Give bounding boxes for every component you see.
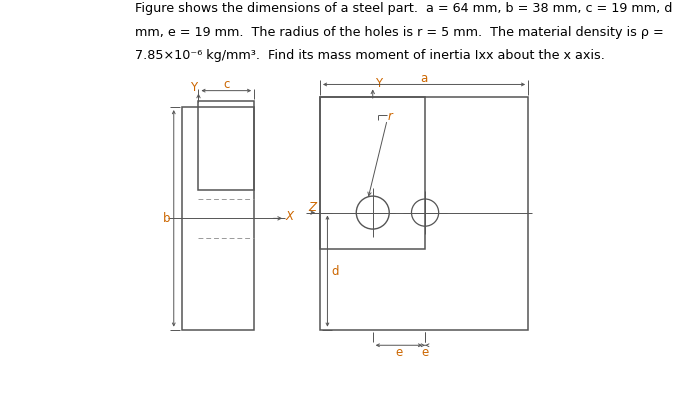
Text: a: a <box>421 72 427 85</box>
Text: b: b <box>163 212 170 225</box>
Text: mm, e = 19 mm.  The radius of the holes is r = 5 mm.  The material density is ρ : mm, e = 19 mm. The radius of the holes i… <box>135 26 664 39</box>
Bar <box>199 101 254 190</box>
Text: Y: Y <box>190 81 197 94</box>
Text: e: e <box>395 346 402 359</box>
Text: r: r <box>388 110 392 123</box>
Text: d: d <box>331 265 339 278</box>
Bar <box>320 97 425 249</box>
Text: e: e <box>421 346 429 359</box>
Bar <box>182 107 254 330</box>
Text: Y: Y <box>376 77 382 90</box>
Bar <box>320 97 528 330</box>
Text: Z: Z <box>309 201 316 214</box>
Text: Figure shows the dimensions of a steel part.  a = 64 mm, b = 38 mm, c = 19 mm, d: Figure shows the dimensions of a steel p… <box>135 2 673 15</box>
Text: c: c <box>223 78 229 91</box>
Text: X: X <box>285 210 293 223</box>
Text: 7.85×10⁻⁶ kg/mm³.  Find its mass moment of inertia Ixx about the x axis.: 7.85×10⁻⁶ kg/mm³. Find its mass moment o… <box>135 49 604 62</box>
